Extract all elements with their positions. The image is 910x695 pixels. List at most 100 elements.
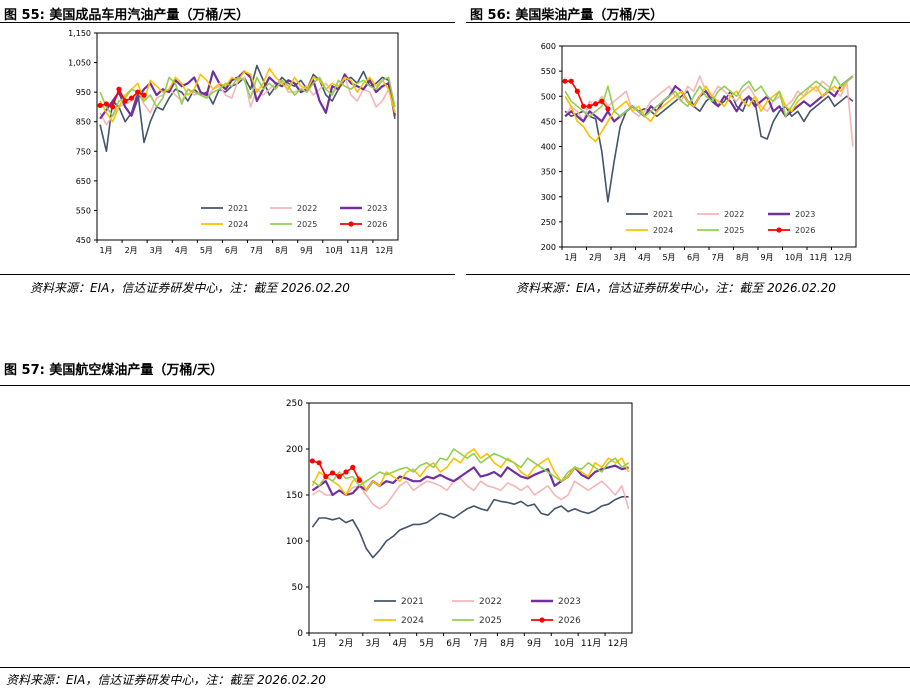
series-point-2026	[568, 78, 574, 84]
y-tick-label: 0	[297, 629, 303, 639]
x-tick-label: 9月	[300, 246, 313, 255]
x-tick-label: 9月	[527, 638, 542, 649]
x-tick-label: 10月	[325, 246, 343, 255]
figure-55-bottom-rule	[0, 274, 455, 275]
x-tick-label: 2月	[125, 246, 138, 255]
x-tick-label: 9月	[760, 253, 773, 262]
x-tick-label: 6月	[225, 246, 238, 255]
figure-55-title: 图 55: 美国成品车用汽油产量（万桶/天）	[4, 8, 250, 23]
x-tick-label: 3月	[613, 253, 626, 262]
x-tick-label: 11月	[350, 246, 368, 255]
series-point-2026	[110, 104, 116, 110]
y-tick-label: 50	[292, 583, 304, 593]
y-tick-label: 550	[76, 206, 91, 215]
y-tick-label: 150	[286, 491, 303, 501]
series-point-2026	[599, 98, 605, 104]
x-tick-label: 12月	[834, 253, 852, 262]
legend-label-2025: 2025	[724, 226, 744, 235]
x-tick-label: 3月	[150, 246, 163, 255]
series-point-2026	[323, 474, 329, 480]
legend-label-2024: 2024	[228, 220, 248, 229]
x-tick-label: 8月	[275, 246, 288, 255]
y-tick-label: 1,150	[68, 29, 91, 38]
y-tick-label: 950	[76, 88, 91, 97]
series-point-2026	[343, 469, 349, 475]
y-tick-label: 250	[286, 399, 303, 409]
series-line-2021	[311, 495, 629, 559]
legend-label-2021: 2021	[653, 210, 673, 219]
legend-label-2026: 2026	[367, 220, 387, 229]
legend-marker-2026	[539, 617, 545, 623]
y-tick-label: 550	[541, 67, 556, 76]
series-point-2026	[586, 103, 593, 109]
legend-label-2022: 2022	[297, 204, 317, 213]
y-tick-label: 750	[76, 147, 91, 156]
y-tick-label: 850	[76, 118, 91, 127]
figure-56-bottom-rule	[466, 274, 910, 275]
y-tick-label: 250	[541, 218, 556, 227]
y-tick-label: 500	[541, 92, 556, 101]
x-tick-label: 10月	[554, 638, 574, 649]
legend-label-2022: 2022	[479, 597, 502, 607]
legend-label-2026: 2026	[558, 616, 581, 626]
legend-label-2025: 2025	[479, 616, 502, 626]
series-point-2026	[122, 98, 128, 104]
x-tick-label: 7月	[711, 253, 724, 262]
y-tick-label: 650	[76, 177, 91, 186]
series-point-2026	[580, 103, 587, 109]
x-tick-label: 12月	[375, 246, 393, 255]
x-tick-label: 6月	[446, 638, 461, 649]
x-tick-label: 7月	[250, 246, 263, 255]
series-line-2022	[311, 477, 630, 510]
x-tick-label: 4月	[638, 253, 651, 262]
x-tick-label: 11月	[581, 638, 601, 649]
y-tick-label: 1,050	[68, 59, 91, 68]
y-tick-label: 300	[541, 193, 556, 202]
x-tick-label: 1月	[312, 638, 327, 649]
x-tick-label: 6月	[687, 253, 700, 262]
series-line-2025	[99, 76, 396, 117]
y-tick-label: 400	[541, 143, 556, 152]
figure-56-top-rule	[466, 22, 910, 23]
x-tick-label: 11月	[809, 253, 827, 262]
legend-label-2024: 2024	[653, 226, 673, 235]
legend-marker-2026	[348, 221, 354, 227]
legend-marker-2026	[776, 227, 782, 233]
figure-57-top-rule	[0, 385, 910, 386]
series-line-2025	[311, 448, 630, 487]
series-point-2026	[356, 477, 363, 483]
x-tick-label: 2月	[589, 253, 602, 262]
legend-label-2022: 2022	[724, 210, 744, 219]
x-tick-label: 4月	[175, 246, 188, 255]
x-tick-label: 8月	[736, 253, 749, 262]
series-point-2026	[135, 89, 141, 95]
figure-57-title: 图 57: 美国航空煤油产量（万桶/天）	[4, 363, 224, 378]
series-point-2026	[309, 458, 315, 464]
series-point-2026	[329, 470, 336, 476]
x-tick-label: 12月	[608, 638, 628, 649]
x-tick-label: 5月	[200, 246, 213, 255]
series-point-2026	[141, 92, 147, 98]
series-point-2026	[574, 88, 580, 94]
legend-label-2026: 2026	[795, 226, 815, 235]
y-tick-label: 600	[541, 42, 556, 51]
series-point-2026	[336, 474, 342, 480]
series-line-2025	[564, 75, 854, 118]
legend-label-2023: 2023	[558, 597, 581, 607]
x-tick-label: 2月	[339, 638, 354, 649]
figure-56-source: 资料来源：EIA，信达证券研发中心，注：截至 2026.02.20	[516, 281, 836, 295]
figure-56-title: 图 56: 美国柴油产量（万桶/天）	[470, 8, 664, 23]
legend-label-2025: 2025	[297, 220, 317, 229]
series-line-2024	[564, 75, 854, 143]
series-point-2026	[593, 101, 599, 107]
legend-label-2021: 2021	[228, 204, 248, 213]
x-tick-label: 5月	[662, 253, 675, 262]
series-point-2026	[116, 86, 122, 92]
x-tick-label: 1月	[564, 253, 577, 262]
x-tick-label: 8月	[500, 638, 515, 649]
x-tick-label: 4月	[392, 638, 407, 649]
series-line-2023	[564, 75, 854, 123]
series-line-2024	[99, 67, 396, 123]
